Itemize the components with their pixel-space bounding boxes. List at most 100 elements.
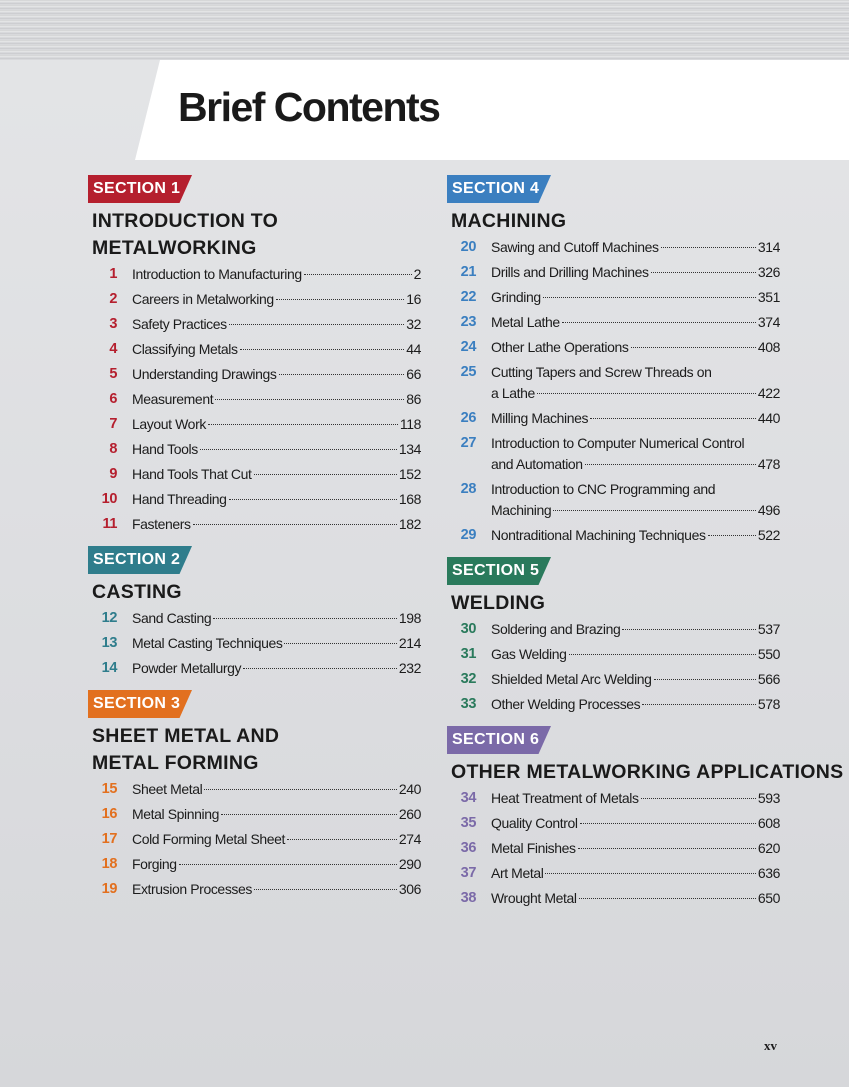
section-heading: INTRODUCTION TO <box>92 210 279 232</box>
toc-entry: 24 Other Lathe Operations 408 <box>447 337 781 358</box>
toc-entry: 6 Measurement 86 <box>88 389 421 410</box>
dot-leader <box>199 449 397 450</box>
dot-leader <box>254 889 397 890</box>
chapter-page: 118 <box>399 416 422 432</box>
dot-leader <box>536 393 756 394</box>
chapter-number: 26 <box>460 410 477 426</box>
chapter-page: 290 <box>398 856 422 872</box>
chapter-number: 1 <box>109 266 117 282</box>
chapter-title: Introduction to Computer Numerical Contr… <box>491 435 745 451</box>
chapter-number: 10 <box>101 491 118 507</box>
toc-entry: 10 Hand Threading 168 <box>88 489 422 510</box>
chapter-line: Drills and Drilling Machines 326 <box>491 262 780 283</box>
chapter-page: 550 <box>757 646 781 662</box>
chapter-number: 15 <box>101 781 118 797</box>
chapter-number: 36 <box>460 840 477 856</box>
toc-entry: 36 Metal Finishes 620 <box>447 838 781 859</box>
chapter-title: Metal Spinning <box>132 806 220 822</box>
chapter-number: 12 <box>101 610 118 626</box>
dot-leader <box>284 643 397 644</box>
chapter-title: Careers in Metalworking <box>132 291 274 307</box>
section-heading: MACHINING <box>451 210 567 232</box>
chapter-page: 650 <box>757 890 781 906</box>
section-label: SECTION 2 <box>88 546 192 574</box>
dot-leader <box>253 474 397 475</box>
chapter-page: 16 <box>406 291 421 307</box>
title-panel <box>135 60 849 160</box>
dot-leader <box>653 679 756 680</box>
toc-entry: 21 Drills and Drilling Machines 326 <box>447 262 781 283</box>
chapter-title: Wrought Metal <box>491 890 577 906</box>
dot-leader <box>192 524 397 525</box>
chapter-title: Introduction to Manufacturing <box>132 266 302 282</box>
chapter-title: Hand Tools That Cut <box>132 466 252 482</box>
toc-entry: 29 Nontraditional Machining Techniques 522 <box>447 525 781 546</box>
toc-entry: 13 Metal Casting Techniques 214 <box>88 633 422 654</box>
chapter-title: Hand Tools <box>132 441 198 457</box>
chapter-number: 30 <box>460 621 477 637</box>
dot-leader <box>207 424 398 425</box>
toc-entry: 32 Shielded Metal Arc Welding 566 <box>447 669 781 690</box>
section-label: SECTION 4 <box>447 175 551 203</box>
chapter-page: 182 <box>398 516 422 532</box>
toc-entry: 20 Sawing and Cutoff Machines 314 <box>447 237 781 258</box>
toc-entry: 25 Cutting Tapers and Screw Threads on a L… <box>447 362 781 404</box>
chapter-page: 537 <box>757 621 781 637</box>
chapter-title: Grinding <box>491 289 541 305</box>
chapter-title: Fasteners <box>132 516 191 532</box>
toc-entry: 7 Layout Work 118 <box>88 414 421 435</box>
toc-entry: 16 Metal Spinning 260 <box>88 804 422 825</box>
chapter-title: Other Welding Processes <box>491 696 641 712</box>
chapter-page: 44 <box>406 341 421 357</box>
chapter-number: 22 <box>460 289 477 305</box>
chapter-page: 422 <box>757 385 781 401</box>
chapter-title: Sawing and Cutoff Machines <box>491 239 659 255</box>
chapter-title: Extrusion Processes <box>132 881 253 897</box>
section-label: SECTION 3 <box>88 690 192 718</box>
chapter-line: Understanding Drawings 66 <box>132 364 421 385</box>
chapter-page: 260 <box>398 806 422 822</box>
chapter-line: and Automation 478 <box>491 454 780 475</box>
toc-entry: 31 Gas Welding 550 <box>447 644 781 665</box>
section-heading: METALWORKING <box>92 237 257 259</box>
chapter-number: 11 <box>102 516 117 532</box>
toc-entry: 35 Quality Control 608 <box>447 813 781 834</box>
section-label: SECTION 1 <box>88 175 192 203</box>
chapter-number: 17 <box>101 831 118 847</box>
chapter-number: 4 <box>109 341 117 357</box>
chapter-title: Nontraditional Machining Techniques <box>491 527 706 543</box>
toc-entry: 38 Wrought Metal 650 <box>447 888 781 909</box>
chapter-line: Sheet Metal 240 <box>132 779 421 800</box>
dot-leader <box>568 654 756 655</box>
chapter-line: Introduction to CNC Programming and <box>491 479 780 500</box>
toc-entry: 17 Cold Forming Metal Sheet 274 <box>88 829 422 850</box>
chapter-line: Cutting Tapers and Screw Threads on <box>491 362 780 383</box>
chapter-line: Art Metal 636 <box>491 863 780 884</box>
chapter-number: 28 <box>460 481 477 497</box>
toc-entry: 33 Other Welding Processes 578 <box>447 694 781 715</box>
toc-entry: 11 Fasteners 182 <box>88 514 421 535</box>
chapter-title: Quality Control <box>491 815 578 831</box>
chapter-line: Machining 496 <box>491 500 780 521</box>
toc-entry: 12 Sand Casting 198 <box>88 608 422 629</box>
dot-leader <box>553 510 756 511</box>
chapter-page: 608 <box>757 815 781 831</box>
dot-leader <box>243 668 397 669</box>
toc-entry: 18 Forging 290 <box>88 854 422 875</box>
chapter-number: 6 <box>109 391 117 407</box>
toc-entry: 14 Powder Metallurgy 232 <box>88 658 422 679</box>
chapter-title: Powder Metallurgy <box>132 660 242 676</box>
title-panel-shape <box>135 60 849 160</box>
chapter-page: 593 <box>757 790 781 806</box>
chapter-page: 374 <box>757 314 781 330</box>
chapter-page: 314 <box>757 239 781 255</box>
chapter-number: 19 <box>101 881 118 897</box>
toc-entry: 23 Metal Lathe 374 <box>447 312 781 333</box>
chapter-number: 7 <box>109 416 117 432</box>
dot-leader <box>630 347 756 348</box>
chapter-line: Quality Control 608 <box>491 813 780 834</box>
chapter-line: Metal Spinning 260 <box>132 804 421 825</box>
chapter-page: 168 <box>398 491 422 507</box>
dot-leader <box>590 418 756 419</box>
chapter-number: 16 <box>101 806 118 822</box>
